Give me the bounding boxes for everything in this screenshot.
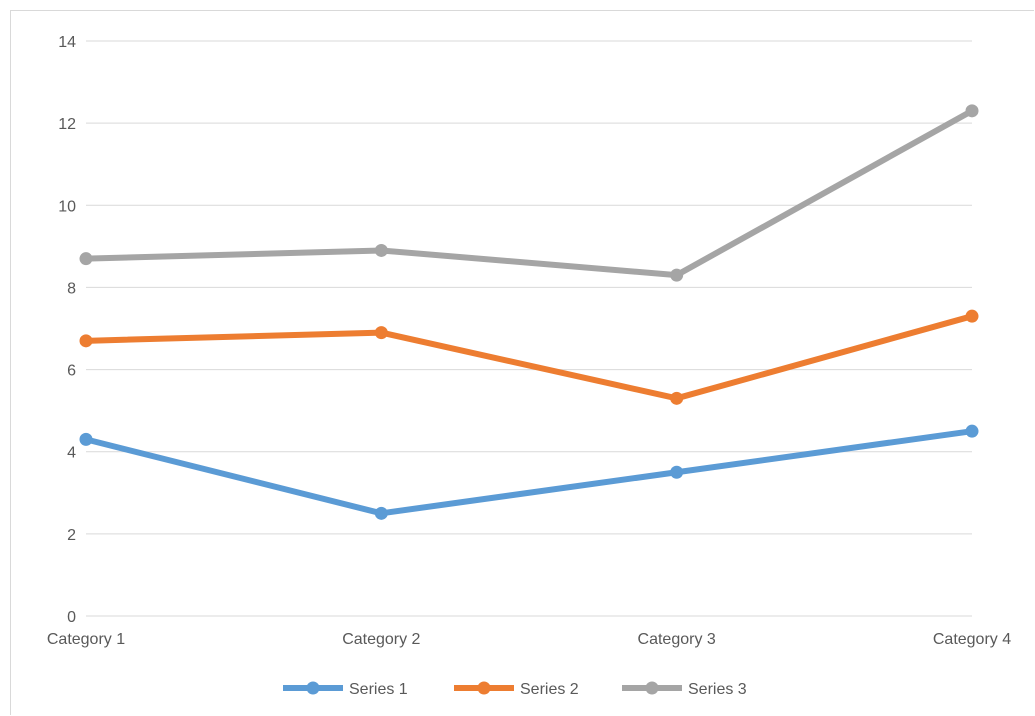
y-tick-label: 14: [58, 34, 76, 51]
x-tick-label: Category 4: [933, 631, 1011, 648]
data-point: [79, 334, 93, 348]
data-point: [670, 268, 684, 282]
data-point: [374, 326, 388, 340]
data-point: [79, 252, 93, 266]
legend-swatch-marker: [645, 681, 659, 695]
x-tick-label: Category 3: [638, 631, 716, 648]
legend-item: Series 3: [622, 681, 747, 698]
legend-label: Series 3: [688, 681, 747, 698]
legend: Series 1 Series 2 Series 3: [283, 681, 747, 698]
x-tick-label: Category 1: [47, 631, 125, 648]
y-tick-label: 0: [67, 609, 76, 626]
x-axis-tick-labels: Category 1 Category 2 Category 3 Category 4: [47, 631, 1011, 648]
series-line: [83, 428, 975, 517]
gridlines: [86, 40, 972, 617]
data-point: [374, 243, 388, 257]
y-tick-label: 6: [67, 363, 76, 380]
data-point: [965, 424, 979, 438]
series-1: [79, 424, 979, 520]
series-lines: [79, 104, 979, 520]
data-point: [965, 104, 979, 118]
x-tick-label: Category 2: [342, 631, 420, 648]
y-tick-label: 8: [67, 280, 76, 297]
data-point: [374, 506, 388, 520]
legend-label: Series 1: [349, 681, 408, 698]
legend-item: Series 1: [283, 681, 408, 698]
series-2: [79, 309, 979, 405]
legend-swatch-marker: [306, 681, 320, 695]
data-point: [670, 391, 684, 405]
y-tick-label: 4: [67, 445, 76, 462]
series-3: [79, 104, 979, 282]
data-point: [965, 309, 979, 323]
data-point: [670, 465, 684, 479]
legend-swatch-marker: [477, 681, 491, 695]
y-tick-label: 10: [58, 198, 76, 215]
series-line: [83, 313, 975, 402]
legend-label: Series 2: [520, 681, 579, 698]
data-point: [79, 432, 93, 446]
y-tick-label: 12: [58, 116, 76, 133]
y-tick-label: 2: [67, 527, 76, 544]
series-line: [83, 107, 975, 279]
legend-item: Series 2: [454, 681, 579, 698]
y-axis-tick-labels: 0 2 4 6 8 10 12 14: [58, 34, 76, 626]
